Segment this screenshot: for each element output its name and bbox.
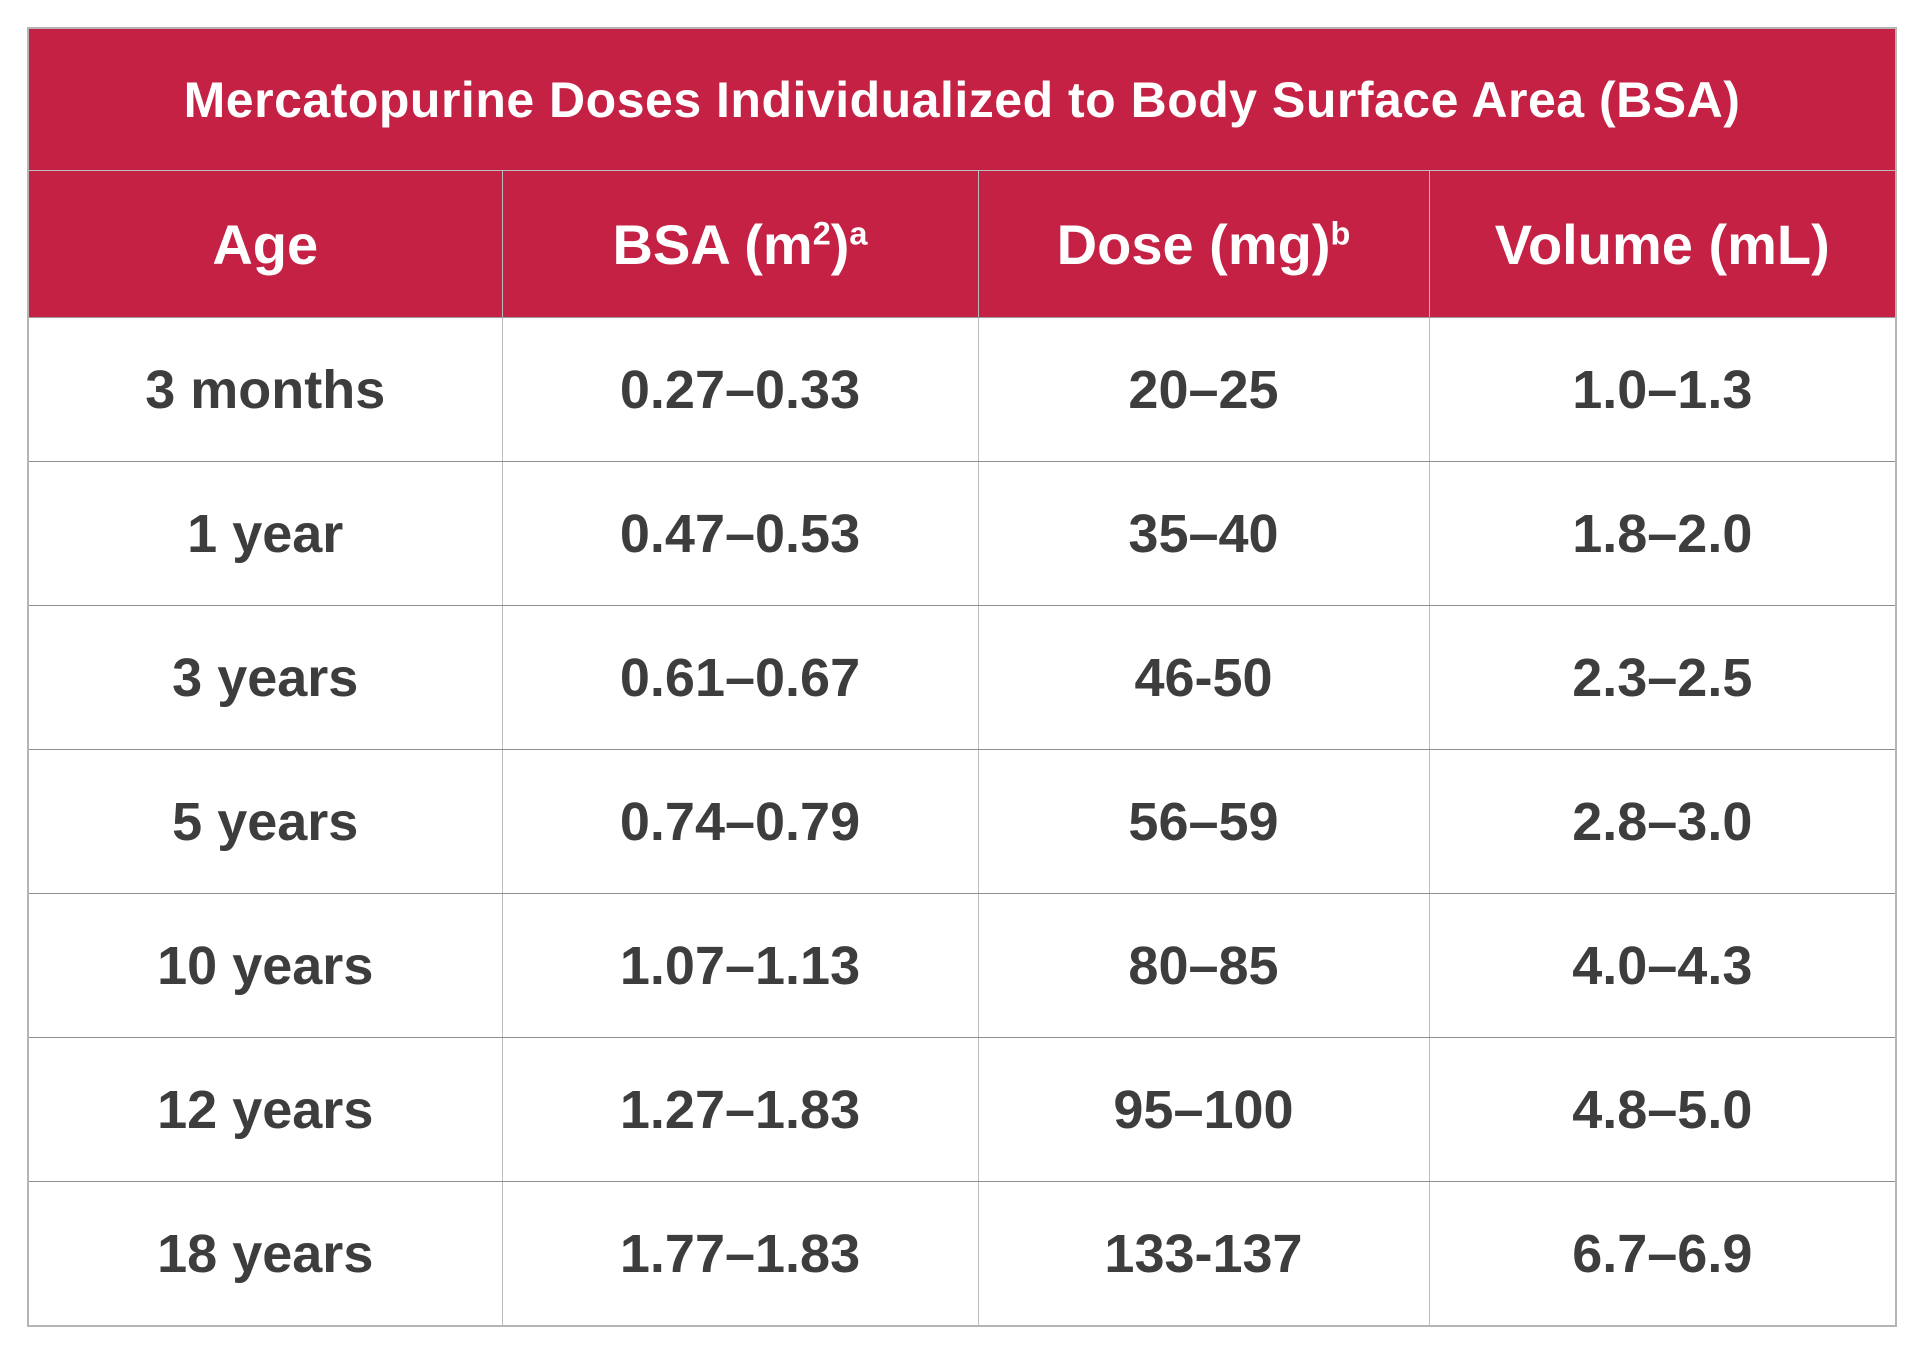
cell-volume: 6.7–6.9 — [1428, 1181, 1897, 1327]
table-row: 12 years 1.27–1.83 95–100 4.8–5.0 — [27, 1037, 1897, 1182]
cell-bsa: 1.27–1.83 — [501, 1037, 979, 1182]
column-header-volume-label: Volume (mL) — [1494, 212, 1830, 276]
column-header-bsa-label: BSA (m — [612, 212, 813, 276]
cell-dose: 95–100 — [977, 1037, 1430, 1182]
table-row: 10 years 1.07–1.13 80–85 4.0–4.3 — [27, 893, 1897, 1038]
cell-bsa: 1.07–1.13 — [501, 893, 979, 1038]
cell-age: 5 years — [27, 749, 503, 894]
cell-age: 18 years — [27, 1181, 503, 1327]
cell-bsa: 0.74–0.79 — [501, 749, 979, 894]
cell-volume: 2.3–2.5 — [1428, 605, 1897, 750]
cell-dose: 56–59 — [977, 749, 1430, 894]
table-title-row: Mercatopurine Doses Individualized to Bo… — [28, 28, 1897, 171]
cell-bsa: 0.61–0.67 — [501, 605, 979, 750]
table-title: Mercatopurine Doses Individualized to Bo… — [28, 28, 1897, 171]
cell-age: 12 years — [27, 1037, 503, 1182]
column-header-dose-label: Dose (mg) — [1056, 212, 1331, 276]
cell-dose: 35–40 — [977, 461, 1430, 606]
cell-volume: 4.0–4.3 — [1428, 893, 1897, 1038]
column-header-age: Age — [27, 170, 503, 318]
table-header-row: Age BSA (m2)a Dose (mg)b Volume (mL) — [27, 170, 1897, 318]
cell-volume: 2.8–3.0 — [1428, 749, 1897, 894]
bsa-close-paren: ) — [830, 212, 850, 276]
cell-dose: 80–85 — [977, 893, 1430, 1038]
column-header-volume: Volume (mL) — [1428, 170, 1897, 318]
column-header-dose: Dose (mg)b — [977, 170, 1430, 318]
bsa-exponent: 2 — [812, 214, 831, 251]
cell-volume: 1.0–1.3 — [1428, 317, 1897, 462]
cell-dose: 46-50 — [977, 605, 1430, 750]
table-row: 3 years 0.61–0.67 46-50 2.3–2.5 — [27, 605, 1897, 750]
cell-age: 3 months — [27, 317, 503, 462]
column-header-age-label: Age — [212, 212, 319, 276]
cell-age: 3 years — [27, 605, 503, 750]
table-row: 1 year 0.47–0.53 35–40 1.8–2.0 — [27, 461, 1897, 606]
cell-dose: 133-137 — [977, 1181, 1430, 1327]
cell-volume: 1.8–2.0 — [1428, 461, 1897, 606]
cell-bsa: 1.77–1.83 — [501, 1181, 979, 1327]
cell-age: 1 year — [27, 461, 503, 606]
cell-bsa: 0.47–0.53 — [501, 461, 979, 606]
cell-bsa: 0.27–0.33 — [501, 317, 979, 462]
column-header-bsa: BSA (m2)a — [501, 170, 979, 318]
table-row: 18 years 1.77–1.83 133-137 6.7–6.9 — [27, 1181, 1897, 1327]
dose-footnote-marker: b — [1330, 214, 1351, 251]
bsa-footnote-marker: a — [849, 214, 868, 251]
cell-volume: 4.8–5.0 — [1428, 1037, 1897, 1182]
cell-dose: 20–25 — [977, 317, 1430, 462]
table-row: 3 months 0.27–0.33 20–25 1.0–1.3 — [27, 317, 1897, 462]
table-row: 5 years 0.74–0.79 56–59 2.8–3.0 — [27, 749, 1897, 894]
dose-table: Mercatopurine Doses Individualized to Bo… — [27, 27, 1898, 1327]
cell-age: 10 years — [27, 893, 503, 1038]
